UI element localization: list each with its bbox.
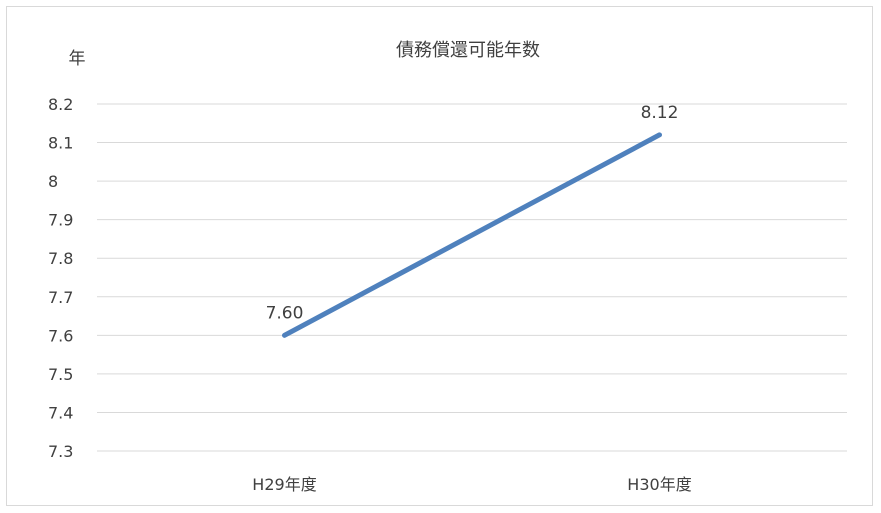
y-tick-label: 8.1 xyxy=(48,134,73,153)
chart-title: 債務償還可能年数 xyxy=(396,40,540,61)
y-tick-label: 8 xyxy=(48,172,58,191)
y-tick-label: 7.8 xyxy=(48,249,73,268)
chart-area xyxy=(6,6,873,506)
y-tick-label: 8.2 xyxy=(48,95,73,114)
x-axis-ticks: H29年度 H30年度 xyxy=(252,475,691,494)
gridlines xyxy=(97,103,847,452)
x-tick-label: H30年度 xyxy=(627,475,691,494)
y-tick-label: 7.9 xyxy=(48,211,73,230)
y-tick-label: 7.3 xyxy=(48,442,73,461)
y-tick-label: 7.6 xyxy=(48,326,73,345)
series-group xyxy=(282,132,662,338)
y-axis-ticks: 7.3 7.4 7.5 7.6 7.7 7.8 7.9 8 8.1 8.2 xyxy=(48,95,73,461)
x-tick-label: H29年度 xyxy=(252,475,316,494)
y-tick-label: 7.4 xyxy=(48,403,73,422)
series-line xyxy=(282,132,662,338)
data-label: 7.60 xyxy=(266,303,304,323)
y-axis-unit-label: 年 xyxy=(69,49,86,69)
data-label: 8.12 xyxy=(641,103,679,123)
y-tick-label: 7.5 xyxy=(48,365,73,384)
y-tick-label: 7.7 xyxy=(48,288,73,307)
data-labels: 7.60 8.12 xyxy=(266,103,679,323)
